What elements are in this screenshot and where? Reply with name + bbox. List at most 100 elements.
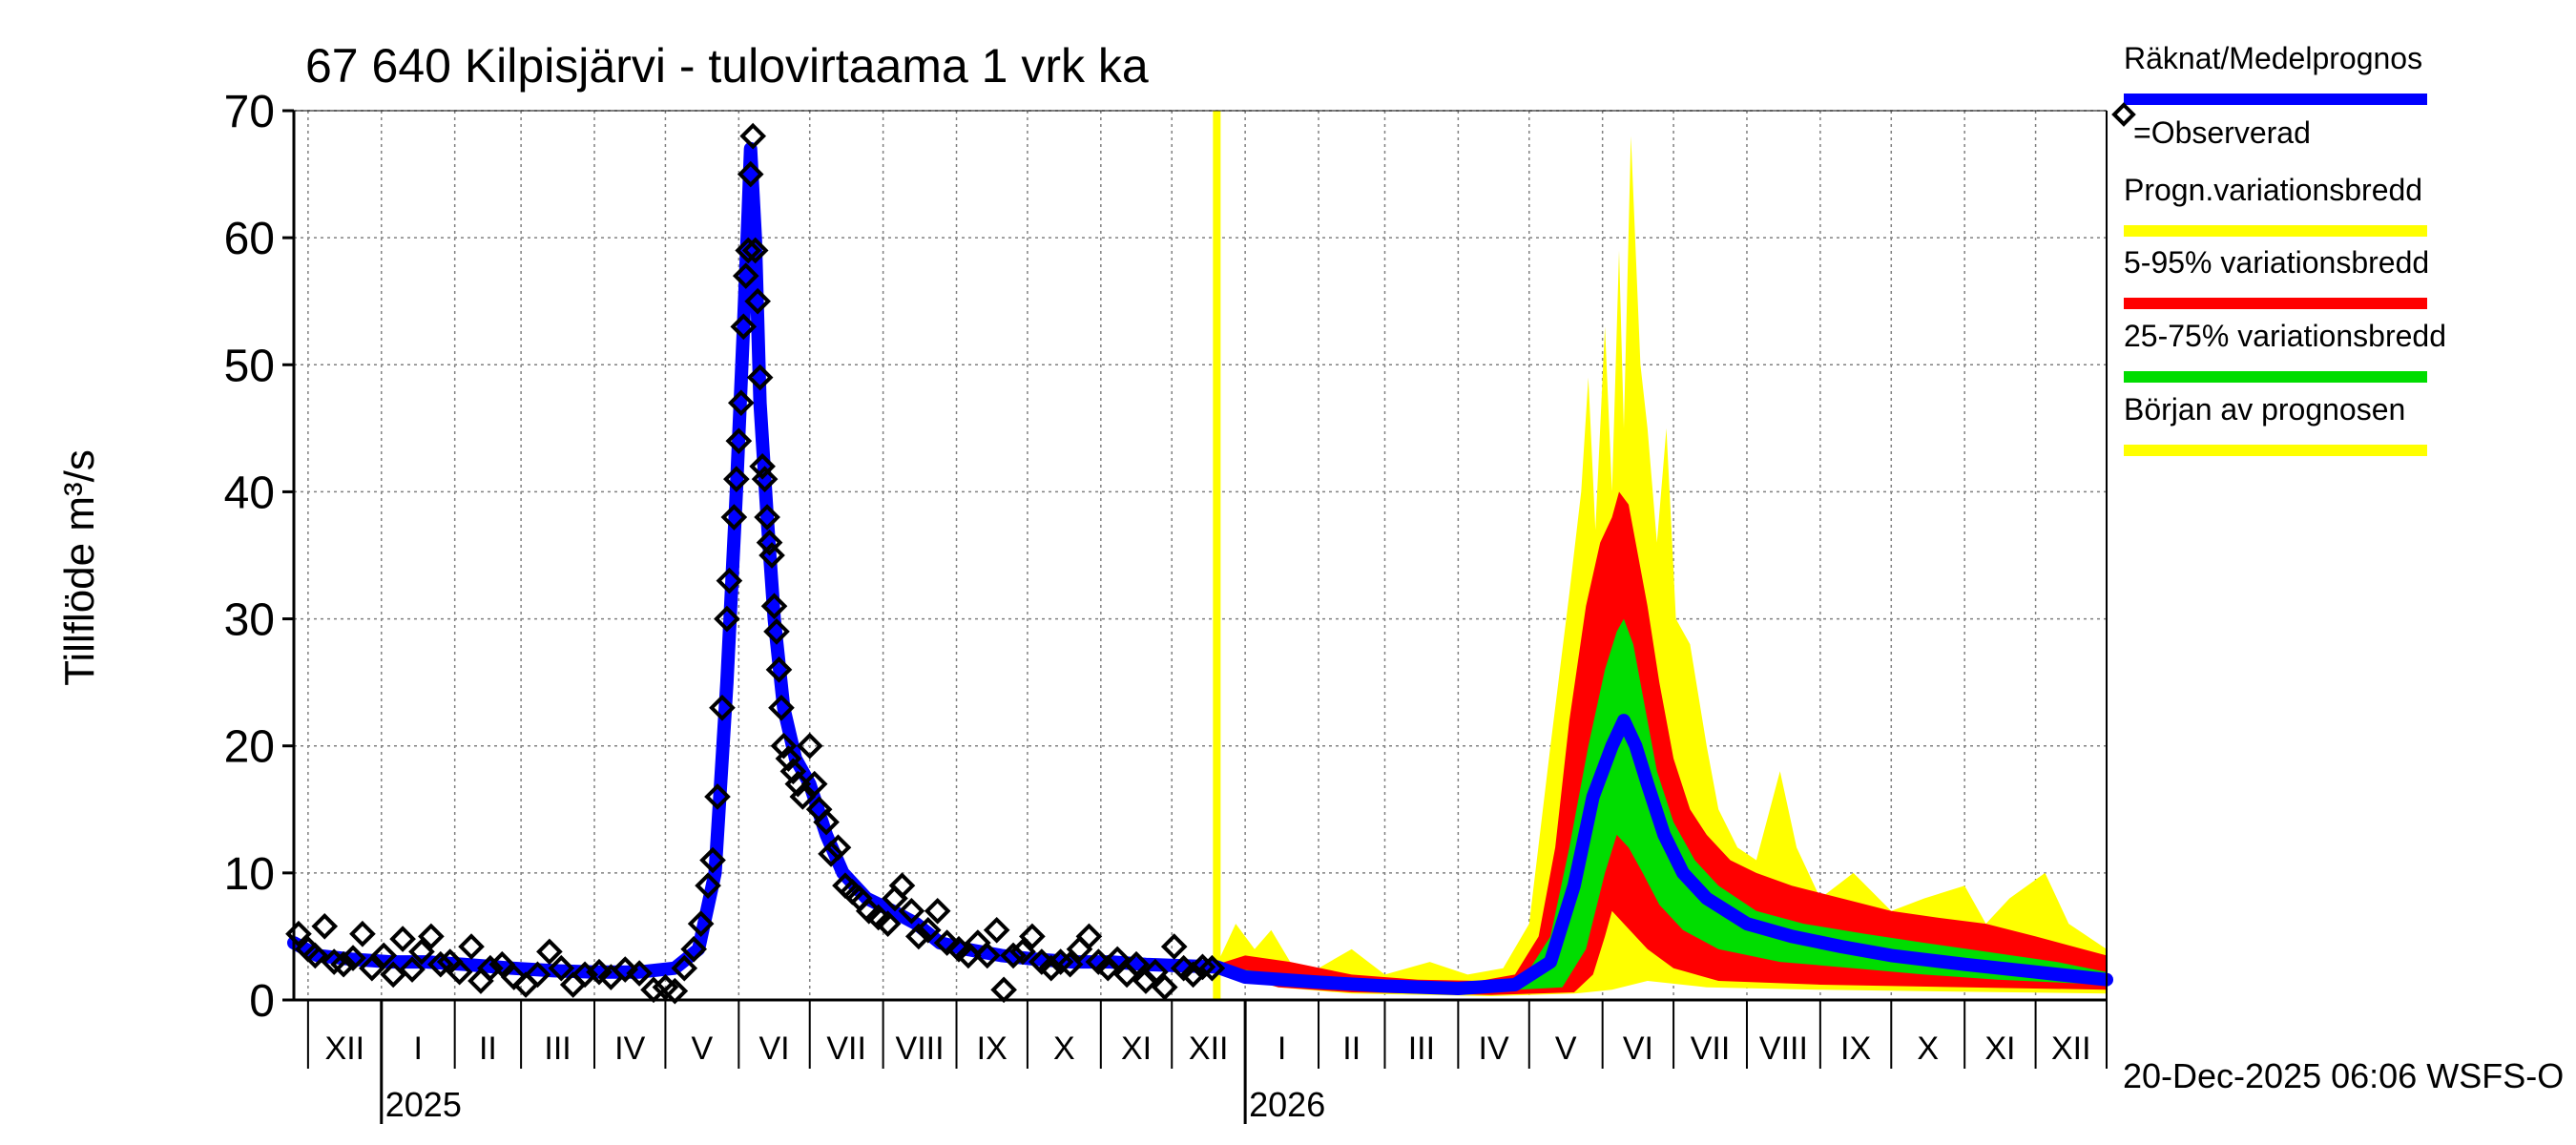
observed-point <box>1151 973 1178 1001</box>
month-label: VII <box>1691 1030 1731 1067</box>
observed-point <box>739 122 767 150</box>
axes <box>282 109 2108 1124</box>
observed-point <box>370 942 398 969</box>
month-label: II <box>1342 1030 1361 1067</box>
y-tick-label: 10 <box>224 849 275 900</box>
y-tick-label: 30 <box>224 595 275 646</box>
observed-point <box>536 938 563 966</box>
observed-point <box>751 466 779 492</box>
month-label: VI <box>758 1030 789 1067</box>
footer-timestamp: 20-Dec-2025 06:06 WSFS-O <box>2123 1056 2564 1095</box>
month-label: II <box>479 1030 497 1067</box>
observed-point <box>744 287 771 315</box>
month-label: VIII <box>1759 1030 1808 1067</box>
x-tick-labels: XII I II III IV V VI VII VIII IX X XI XII I II III IV V VI… <box>325 1030 2091 1124</box>
observed-point <box>1123 950 1150 978</box>
observed-point <box>446 958 473 986</box>
observed-point <box>408 938 435 966</box>
observed-point <box>723 466 750 492</box>
observed-point <box>671 954 698 982</box>
observed-point <box>760 593 788 620</box>
legend-label: Början av prognosen <box>2124 392 2405 427</box>
observed-point <box>779 758 807 785</box>
month-label: V <box>1555 1030 1577 1067</box>
observed-point <box>1198 954 1226 982</box>
observed-point <box>680 935 708 963</box>
observed-point <box>626 960 653 987</box>
observed-point <box>924 897 951 925</box>
observed-point <box>824 834 852 862</box>
month-label: IV <box>1479 1030 1509 1067</box>
observed-point <box>1160 933 1188 960</box>
observed-point <box>612 956 639 983</box>
year-label: 2025 <box>385 1085 462 1124</box>
legend-marker-observed <box>2111 102 2136 127</box>
observed-point <box>1019 923 1046 950</box>
observed-point <box>735 237 762 264</box>
observed-point <box>768 694 795 721</box>
observed-point <box>340 945 366 971</box>
observed-point <box>789 783 817 810</box>
month-label: I <box>413 1030 422 1067</box>
observed-markers <box>285 122 1226 1005</box>
legend-swatch <box>2124 94 2427 105</box>
observed-point <box>813 808 840 836</box>
observed-point <box>732 262 759 289</box>
y-tick-label: 50 <box>224 341 275 391</box>
month-label: VIII <box>896 1030 945 1067</box>
observed-point <box>874 910 902 937</box>
month-label: X <box>1053 1030 1075 1067</box>
observed-point <box>380 961 407 989</box>
month-label: I <box>1278 1030 1286 1067</box>
month-label: V <box>692 1030 714 1067</box>
year-label: 2026 <box>1249 1085 1325 1124</box>
band-progn-variationsbredd <box>1216 135 2107 997</box>
observed-point <box>730 313 758 341</box>
observed-point <box>888 872 916 899</box>
observed-point <box>500 964 528 990</box>
band-5-95-variationsbredd <box>1216 491 2107 995</box>
observed-point <box>1075 923 1103 950</box>
observed-point <box>661 977 689 1005</box>
observed-point <box>699 846 726 874</box>
band-25-75-variationsbredd <box>1216 618 2107 991</box>
legend-label: 5-95% variationsbredd <box>2124 245 2429 280</box>
observed-point <box>426 950 454 978</box>
observed-point <box>330 950 357 978</box>
legend-label: =Observerad <box>2133 115 2311 150</box>
observed-point <box>737 160 764 188</box>
y-tick-label: 40 <box>224 468 275 518</box>
observed-point <box>524 961 551 989</box>
observed-point <box>1000 942 1027 969</box>
legend: Räknat/Medelprognos =Observerad Progn.vari… <box>2111 41 2446 456</box>
observed-point <box>704 783 731 810</box>
legend-swatch <box>2124 225 2427 237</box>
observed-point <box>488 950 516 978</box>
month-label: VI <box>1623 1030 1653 1067</box>
observed-point <box>746 364 774 391</box>
y-tick-label: 20 <box>224 722 275 773</box>
month-label: IV <box>614 1030 645 1067</box>
observed-point <box>741 237 769 264</box>
y-tick-label: 70 <box>224 87 275 137</box>
observed-point <box>796 732 823 760</box>
month-label: III <box>544 1030 571 1067</box>
legend-label: 25-75% variationsbredd <box>2124 319 2446 353</box>
month-label: XII <box>325 1030 365 1067</box>
observed-point <box>973 942 1001 969</box>
observed-point <box>770 732 798 760</box>
observed-point <box>983 916 1010 944</box>
observed-point <box>800 770 828 798</box>
month-label: XII <box>1189 1030 1229 1067</box>
observed-point <box>311 912 339 940</box>
observed-point <box>458 933 485 960</box>
y-tick-label: 60 <box>224 214 275 264</box>
month-label: X <box>1917 1030 1939 1067</box>
observed-point <box>758 542 785 569</box>
observed-point <box>818 841 844 867</box>
legend-label: Räknat/Medelprognos <box>2124 41 2422 75</box>
observed-point <box>763 618 790 645</box>
observed-point <box>301 942 329 969</box>
legend-swatch <box>2124 445 2427 456</box>
